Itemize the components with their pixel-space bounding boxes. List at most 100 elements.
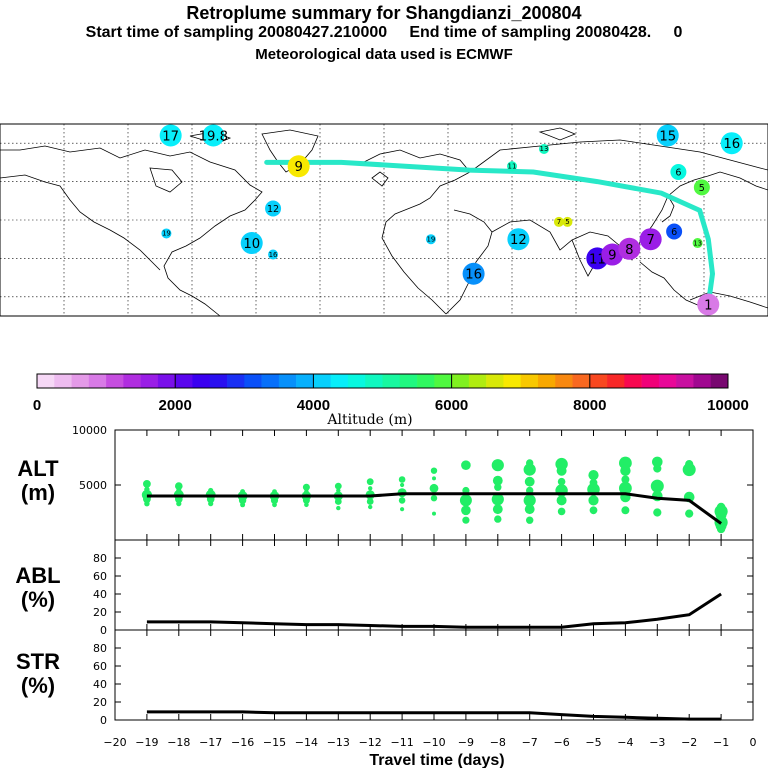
alt-scatter-point — [492, 475, 503, 486]
str-xticks — [114, 630, 754, 720]
x-tick-label: −10 — [422, 736, 445, 749]
x-axis-title: Travel time (days) — [369, 752, 504, 768]
x-tick-label: −6 — [553, 736, 569, 749]
x-tick-label: −13 — [327, 736, 350, 749]
alt-scatter-point — [589, 478, 598, 487]
alt-scatter-point — [334, 482, 342, 490]
colorbar-cell — [71, 374, 90, 388]
alt-scatter-point — [589, 506, 598, 515]
map-marker: 12 — [507, 228, 530, 251]
map-marker-dot — [720, 132, 743, 155]
x-axis-tick-labels: −20 −19 −18 −17 −16 −15 −14 −13 −12 −11 −10 −9 −8 −7−… — [103, 736, 756, 749]
alt-scatter-point — [523, 494, 536, 507]
map-marker-label: 9 — [608, 249, 616, 264]
x-tick-label: −18 — [167, 736, 190, 749]
x-tick-label: −5 — [585, 736, 601, 749]
alt-scatter-point — [459, 494, 472, 507]
alt-scatter-point — [557, 507, 566, 516]
map-marker-dot — [553, 216, 564, 227]
alt-scatter-point — [336, 488, 341, 493]
map-marker-label: 16 — [465, 268, 482, 283]
map-marker-label: 15 — [659, 129, 676, 144]
colorbar-cells — [37, 374, 729, 388]
map-marker-label: 19 — [162, 230, 171, 238]
colorbar-cell — [365, 374, 383, 388]
colorbar-cell — [417, 374, 435, 388]
alt-yaxis: 5000 10000 — [72, 424, 753, 492]
map-marker-dot — [562, 216, 573, 227]
map-marker: 7 — [639, 228, 662, 251]
colorbar-cell — [658, 374, 677, 388]
map-marker: 1 — [697, 293, 720, 316]
colorbar-tick-label: 10000 — [707, 397, 749, 414]
map-marker: 7 — [553, 216, 564, 227]
str-label: STR — [16, 649, 60, 674]
x-tick-label: −17 — [199, 736, 222, 749]
abl-line — [146, 592, 722, 629]
y-tick-label: 20 — [93, 606, 107, 619]
map-marker-dot — [462, 262, 485, 285]
map-marker: 13 — [692, 238, 703, 249]
colorbar-ticks: 0 2000 4000 6000 8000 10000 — [33, 374, 749, 414]
alt-scatter-point — [650, 479, 664, 493]
alt-xticks — [114, 430, 754, 540]
alt-scatter-point — [619, 456, 632, 470]
colorbar-cell — [244, 374, 262, 388]
colorbar-cell — [503, 374, 521, 388]
x-tick-label: −1 — [713, 736, 729, 749]
y-tick-label: 80 — [93, 552, 107, 565]
colorbar-cell — [451, 374, 470, 388]
colorbar-tick-label: 0 — [33, 397, 41, 414]
map-marker-label: 13 — [693, 239, 702, 247]
alt-scatter-point — [685, 509, 694, 518]
alt-scatter-point — [556, 495, 567, 506]
alt-scatter-point — [523, 463, 536, 476]
colorbar-cell — [520, 374, 539, 388]
colorbar-cell — [157, 374, 176, 388]
x-tick-label: −4 — [617, 736, 633, 749]
colorbar-cell — [468, 374, 487, 388]
colorbar-cell — [330, 374, 349, 388]
alt-median-line — [146, 492, 722, 525]
map-marker: 6 — [666, 223, 683, 240]
map-marker-label: 11 — [508, 162, 517, 170]
y-tick-label: 40 — [93, 588, 107, 601]
map-marker-label: 5 — [565, 218, 569, 226]
map-marker: 9 — [601, 243, 624, 266]
map-marker-dot — [692, 238, 703, 249]
map-marker-label: 8 — [625, 243, 633, 258]
plume-path — [264, 159, 716, 307]
map-marker-dot — [507, 161, 517, 172]
colorbar-cell — [313, 374, 331, 388]
map-marker-label: 7 — [646, 233, 654, 248]
alt-scatter-point — [524, 504, 535, 515]
colorbar-cell — [347, 374, 366, 388]
colorbar-cell — [106, 374, 124, 388]
colorbar-cell — [693, 374, 712, 388]
alt-scatter-point — [526, 459, 534, 467]
alt-scatter-point — [461, 460, 471, 471]
colorbar-tick-label: 2000 — [159, 397, 192, 414]
colorbar-cell — [261, 374, 280, 388]
alt-scatter-point — [400, 482, 405, 488]
alt-scatter-point — [240, 489, 246, 495]
map-marker-dot — [161, 228, 172, 239]
colorbar-cell — [88, 374, 107, 388]
alt-scatter-point — [432, 476, 436, 481]
x-tick-label: −11 — [390, 736, 413, 749]
map-marker: 9 — [287, 155, 310, 178]
abl-unit: (%) — [21, 587, 55, 612]
colorbar-cell — [641, 374, 660, 388]
x-tick-label: −8 — [490, 736, 506, 749]
sampling-times: Start time of sampling 20080427.210000 E… — [85, 24, 683, 41]
alt-scatter-point — [555, 457, 568, 471]
colorbar-cell — [607, 374, 625, 388]
colorbar-label: Altitude (m) — [326, 412, 412, 428]
colorbar-tick-label: 8000 — [573, 397, 606, 414]
map-marker: 16 — [720, 132, 743, 155]
y-tick-label: 0 — [100, 714, 107, 727]
abl-xticks — [114, 540, 754, 630]
str-unit: (%) — [21, 673, 55, 698]
x-tick-label: −19 — [135, 736, 158, 749]
